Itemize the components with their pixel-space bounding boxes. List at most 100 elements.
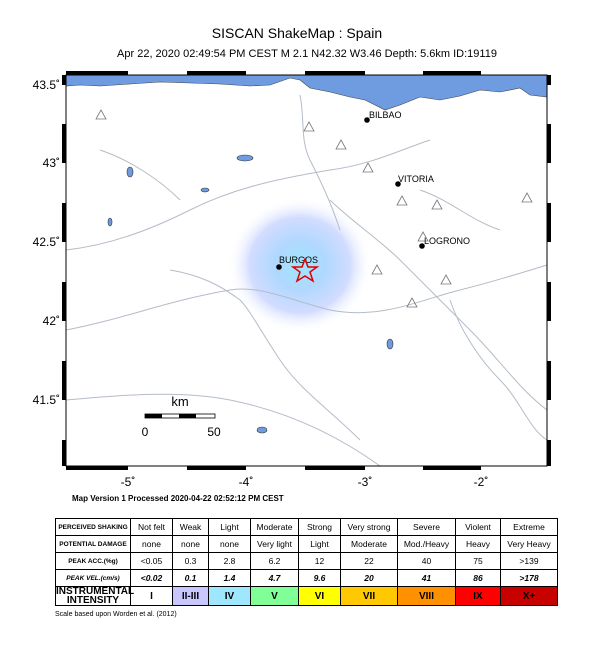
- lat-label: 43˚: [43, 156, 60, 170]
- legend-cell: VII: [340, 586, 398, 606]
- legend-cell: Moderate: [340, 535, 398, 553]
- cities: BILBAO VITORIA LOGRONO BURGOS: [276, 110, 470, 270]
- legend-cell: II-III: [172, 586, 209, 606]
- legend-cell: 2.8: [208, 552, 251, 570]
- rivers: [65, 94, 548, 467]
- subtitle: Apr 22, 2020 02:49:54 PM CEST M 2.1 N42.…: [117, 48, 497, 60]
- frame-segment: [62, 75, 66, 85]
- legend-cell: none: [172, 535, 209, 553]
- frame-segment: [423, 466, 481, 470]
- legend-cell: Moderate: [250, 518, 299, 536]
- shakemap: SISCAN ShakeMap : Spain Apr 22, 2020 02:…: [33, 25, 551, 503]
- legend-cell: Very Heavy: [500, 535, 558, 553]
- sea: [65, 74, 548, 111]
- stations: [95, 109, 533, 308]
- legend-cell: IV: [208, 586, 251, 606]
- legend-cell: I: [130, 586, 173, 606]
- frame-segment: [62, 124, 66, 163]
- legend-cell: 9.6: [298, 569, 341, 587]
- frame-segment: [423, 71, 481, 75]
- legend-cell: Light: [298, 535, 341, 553]
- lon-label: -2˚: [474, 475, 489, 489]
- row-label: PEAK ACC.(%g): [55, 552, 131, 570]
- row-label: PEAK VEL.(cm/s): [55, 569, 131, 587]
- title: SISCAN ShakeMap : Spain: [212, 25, 382, 41]
- legend-cell: Violent: [455, 518, 501, 536]
- legend-cell: Mod./Heavy: [397, 535, 456, 553]
- frame-segment: [305, 466, 365, 470]
- legend-cell: Not felt: [130, 518, 173, 536]
- legend-cell: <0.02: [130, 569, 173, 587]
- legend-cell: none: [130, 535, 173, 553]
- frame-segment: [305, 71, 365, 75]
- version-note: Map Version 1 Processed 2020-04-22 02:52…: [72, 494, 284, 503]
- legend-cell: X+: [500, 586, 558, 606]
- legend-cell: 6.2: [250, 552, 299, 570]
- city-dot: [419, 243, 425, 249]
- city-dot: [276, 264, 282, 270]
- legend-cell: Severe: [397, 518, 456, 536]
- lat-label: 42˚: [43, 314, 60, 328]
- city-dot: [395, 181, 401, 187]
- lon-label: -4˚: [239, 475, 254, 489]
- intensity-legend: PERCEIVED SHAKING Not felt Weak Light Modera…: [55, 518, 558, 606]
- legend-cell: 20: [340, 569, 398, 587]
- city-label: VITORIA: [398, 174, 434, 184]
- legend-cell: 22: [340, 552, 398, 570]
- city-label: BILBAO: [369, 110, 402, 120]
- frame-segment: [187, 466, 246, 470]
- lat-label: 41.5˚: [33, 393, 60, 407]
- city-label: BURGOS: [279, 255, 318, 265]
- frame-segment: [547, 203, 551, 242]
- frame-segment: [66, 71, 128, 75]
- frame-segment: [66, 466, 128, 470]
- legend-cell: Strong: [298, 518, 341, 536]
- scale-bar: km 0 50: [142, 394, 221, 439]
- lat-label: 42.5˚: [33, 235, 60, 249]
- legend-cell: 40: [397, 552, 456, 570]
- row-label: POTENTIAL DAMAGE: [55, 535, 131, 553]
- lat-label: 43.5˚: [33, 78, 60, 92]
- legend-cell: 41: [397, 569, 456, 587]
- frame-segment: [547, 124, 551, 163]
- row-label: PERCEIVED SHAKING: [55, 518, 131, 536]
- legend-cell: >139: [500, 552, 558, 570]
- legend-cell: 0.1: [172, 569, 209, 587]
- legend-row: PEAK VEL.(cm/s) <0.02 0.1 1.4 4.7 9.6 20 41 86 >1…: [55, 569, 558, 587]
- legend-cell: 86: [455, 569, 501, 587]
- lon-label: -5˚: [121, 475, 136, 489]
- frame-segment: [62, 282, 66, 321]
- intensity-area: [228, 197, 372, 333]
- row-label: INSTRUMENTAL INTENSITY: [55, 586, 135, 606]
- frame-segment: [187, 71, 246, 75]
- legend-cell: 0.3: [172, 552, 209, 570]
- frame-segment: [547, 75, 551, 85]
- legend-cell: Very strong: [340, 518, 398, 536]
- legend-row: PERCEIVED SHAKING Not felt Weak Light Modera…: [55, 518, 558, 536]
- legend-cell: none: [208, 535, 251, 553]
- legend-cell: 1.4: [208, 569, 251, 587]
- frame-segment: [62, 203, 66, 242]
- legend-row: PEAK ACC.(%g) <0.05 0.3 2.8 6.2 12 22 40 75 >139: [55, 552, 558, 570]
- legend-cell: Weak: [172, 518, 209, 536]
- footnote: Scale based upon Worden et al. (2012): [55, 611, 177, 618]
- scale-start: 0: [142, 425, 149, 439]
- frame-segment: [62, 361, 66, 400]
- legend-cell: VI: [298, 586, 341, 606]
- legend-cell: 75: [455, 552, 501, 570]
- legend-row: POTENTIAL DAMAGE none none none Very light Li…: [55, 535, 558, 553]
- legend-row: INSTRUMENTAL INTENSITY I II-III IV V VI VII VII…: [55, 586, 558, 606]
- legend-cell: <0.05: [130, 552, 173, 570]
- legend-cell: Heavy: [455, 535, 501, 553]
- frame-segment: [547, 440, 551, 466]
- scale-unit: km: [171, 394, 188, 409]
- city-label: LOGRONO: [424, 236, 470, 246]
- lakes: [107, 154, 394, 434]
- frame-segment: [547, 361, 551, 400]
- city-dot: [364, 117, 370, 123]
- frame-segment: [547, 282, 551, 321]
- legend-cell: IX: [455, 586, 501, 606]
- frame-segment: [62, 440, 66, 466]
- epicenter: [290, 256, 320, 283]
